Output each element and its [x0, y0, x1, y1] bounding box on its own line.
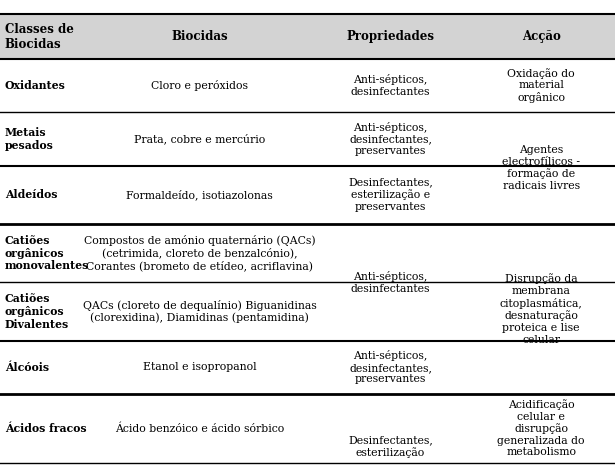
- Text: Oxidantes: Oxidantes: [5, 80, 66, 91]
- Text: Prata, cobre e mercúrio: Prata, cobre e mercúrio: [134, 134, 266, 144]
- Text: Classes de
Biocidas: Classes de Biocidas: [5, 23, 74, 51]
- Text: Disrupção da
membrana
citoplasmática,
desnaturação
proteica e lise
celular: Disrupção da membrana citoplasmática, de…: [500, 273, 582, 345]
- Text: Ácidos fracos: Ácidos fracos: [5, 423, 87, 434]
- Text: Álcóois: Álcóois: [5, 362, 49, 373]
- Text: Propriedades: Propriedades: [346, 30, 435, 43]
- Text: Catiões
orgânicos
Divalentes: Catiões orgânicos Divalentes: [5, 293, 69, 330]
- Text: Compostos de amónio quaternário (QACs)
(cetrimida, cloreto de benzalcónio),
Cora: Compostos de amónio quaternário (QACs) (…: [84, 235, 315, 271]
- Text: Catiões
orgânicos
monovalentes: Catiões orgânicos monovalentes: [5, 235, 89, 271]
- Text: Agentes
electrofílicos -
formação de
radicais livres: Agentes electrofílicos - formação de rad…: [502, 145, 580, 191]
- Text: Anti-sépticos,
desinfectantes: Anti-sépticos, desinfectantes: [351, 75, 430, 97]
- Text: Biocidas: Biocidas: [172, 30, 228, 43]
- Text: Anti-sépticos,
desinfectantes: Anti-sépticos, desinfectantes: [351, 271, 430, 294]
- Text: Cloro e peróxidos: Cloro e peróxidos: [151, 80, 248, 91]
- Bar: [0, 14, 615, 59]
- Text: Aldeídos: Aldeídos: [5, 189, 57, 200]
- Text: Acidificação
celular e
disrupção
generalizada do
metabolismo: Acidificação celular e disrupção general…: [498, 399, 585, 457]
- Text: Anti-sépticos,
desinfectantes,
preservantes: Anti-sépticos, desinfectantes, preservan…: [349, 350, 432, 385]
- Text: Ácido benzóico e ácido sórbico: Ácido benzóico e ácido sórbico: [115, 423, 285, 434]
- Text: Formaldeído, isotiazolonas: Formaldeído, isotiazolonas: [127, 189, 273, 200]
- Text: Acção: Acção: [522, 30, 561, 43]
- Text: Desinfectantes,
esterilização e
preservantes: Desinfectantes, esterilização e preserva…: [348, 177, 433, 212]
- Text: QACs (cloreto de dequalínio) Biguanidinas
(clorexidina), Diamidinas (pentamidina: QACs (cloreto de dequalínio) Biguanidina…: [83, 300, 317, 323]
- Text: Oxidação do
material
orgânico: Oxidação do material orgânico: [507, 68, 575, 103]
- Text: Etanol e isopropanol: Etanol e isopropanol: [143, 362, 256, 372]
- Text: Anti-sépticos,
desinfectantes,
preservantes: Anti-sépticos, desinfectantes, preservan…: [349, 122, 432, 156]
- Text: Desinfectantes,
esterilização: Desinfectantes, esterilização: [348, 435, 433, 458]
- Text: Metais
pesados: Metais pesados: [5, 127, 54, 151]
